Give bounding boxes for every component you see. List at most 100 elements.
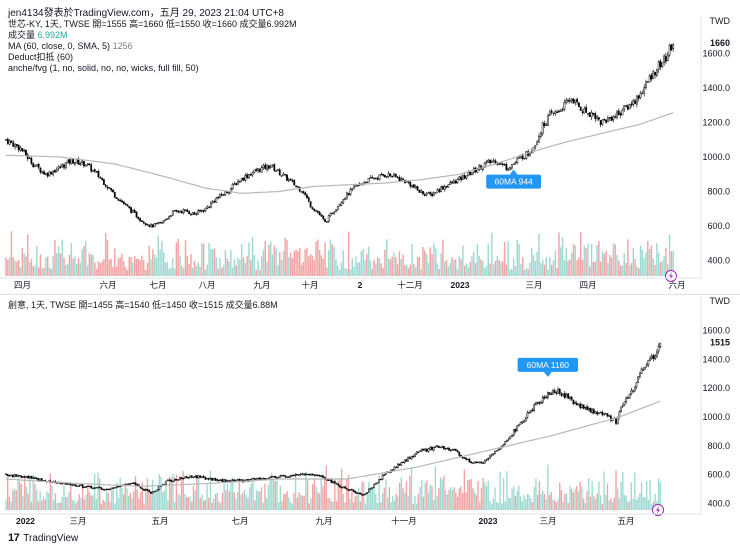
volume-bar: [415, 267, 417, 276]
volume-bar: [458, 256, 460, 276]
candle-body: [153, 223, 156, 227]
volume-bar: [617, 488, 619, 510]
candle-body: [451, 181, 453, 184]
candle-body: [628, 393, 631, 399]
volume-bar: [80, 497, 82, 510]
volume-bar: [56, 253, 58, 276]
volume-bar: [668, 234, 671, 276]
volume-bar: [507, 241, 509, 276]
x-tick-label: 十一月: [391, 516, 417, 526]
candle-body: [172, 480, 174, 483]
volume-bar: [654, 494, 656, 510]
candle-body: [74, 162, 76, 165]
volume-bar: [451, 489, 454, 510]
candle-body: [565, 394, 568, 398]
volume-bar: [128, 256, 131, 276]
volume-bar: [542, 490, 544, 510]
volume-bar: [607, 262, 609, 276]
volume-bar: [10, 501, 12, 510]
volume-bar: [253, 255, 256, 276]
candle-body: [326, 221, 328, 223]
volume-bar: [571, 488, 573, 510]
volume-bar: [254, 500, 256, 510]
volume-bar: [473, 251, 475, 276]
chart-svg-2[interactable]: 400.0600.0800.01000.01200.01400.01600.0T…: [0, 296, 740, 526]
candle-body: [142, 221, 145, 224]
candle-body: [407, 181, 410, 183]
candle-body: [284, 475, 287, 478]
volume-bar: [429, 484, 431, 510]
volume-bar: [66, 496, 69, 510]
candle-body: [574, 402, 576, 405]
candle-body: [286, 174, 288, 181]
candle-body: [470, 461, 473, 464]
volume-bar: [511, 488, 513, 510]
candle-body: [373, 483, 375, 488]
candle-body: [380, 173, 383, 176]
x-tick-label: 2: [358, 280, 363, 290]
candle-body: [17, 144, 20, 151]
volume-bar: [8, 257, 11, 276]
volume-bar: [238, 482, 241, 510]
candle-body: [507, 438, 510, 441]
volume-bar: [659, 481, 661, 510]
volume-bar: [426, 480, 428, 510]
volume-bar: [610, 498, 612, 510]
ma-callout-label: 60MA 1160: [527, 360, 570, 370]
volume-bar: [628, 265, 631, 276]
volume-bar: [638, 268, 640, 276]
volume-bar: [161, 240, 163, 276]
volume-bar: [462, 245, 464, 276]
volume-bar: [432, 499, 435, 510]
volume-bar: [300, 494, 302, 510]
chart-panel-1[interactable]: 400.0 600.0 800.0 1000.0 1200.0 1400.0 1600.0 T…: [0, 16, 740, 294]
candle-body: [432, 447, 435, 451]
volume-bar: [61, 239, 63, 276]
volume-bar: [5, 499, 7, 510]
candle-body: [641, 92, 644, 95]
candle-body: [577, 403, 580, 406]
candle-body: [310, 474, 312, 476]
chart-panel-2[interactable]: 400.0 600.0 800.0 1000.0 1200.0 1400.0 1600.0 T…: [0, 296, 740, 526]
volume-bar: [574, 488, 576, 510]
volume-bar: [226, 258, 228, 276]
candle-body: [226, 480, 229, 482]
volume-bar: [297, 251, 299, 276]
volume-bar: [513, 486, 515, 510]
volume-bar: [106, 240, 109, 276]
volume-bar: [581, 259, 584, 276]
volume-bar: [288, 497, 290, 510]
volume-bar: [415, 503, 418, 510]
candle-body: [179, 211, 181, 213]
volume-bar: [126, 269, 129, 276]
ma-60-line: [5, 400, 661, 487]
volume-bar: [193, 260, 196, 276]
volume-bar: [337, 265, 339, 276]
volume-bar: [310, 498, 312, 510]
candle-body: [68, 159, 71, 164]
candle-body: [590, 112, 593, 118]
volume-bar: [396, 264, 399, 276]
volume-bar: [605, 250, 607, 276]
candle-body: [194, 475, 196, 478]
candle-body: [429, 192, 432, 195]
volume-bar: [197, 262, 199, 276]
volume-bar: [13, 488, 16, 510]
tradingview-logo-icon: 17: [8, 532, 20, 544]
volume-bar: [182, 268, 185, 276]
x-tick-label: 2022: [16, 516, 35, 526]
volume-bar: [596, 244, 598, 276]
y-tick-label: 800.0: [707, 187, 730, 197]
volume-bar: [235, 265, 237, 276]
volume-bar: [39, 491, 41, 510]
x-tick-label: 2023: [479, 516, 498, 526]
candle-body: [112, 487, 115, 489]
volume-bar: [323, 479, 326, 510]
footer: 17 TradingView: [8, 532, 78, 544]
volume-bar: [475, 494, 477, 510]
volume-bar: [619, 265, 622, 276]
candle-body: [411, 184, 413, 188]
chart-svg-1[interactable]: 400.0600.0800.01000.01200.01400.01600.0T…: [0, 16, 740, 294]
volume-bar: [104, 501, 106, 510]
volume-bar: [443, 475, 445, 510]
